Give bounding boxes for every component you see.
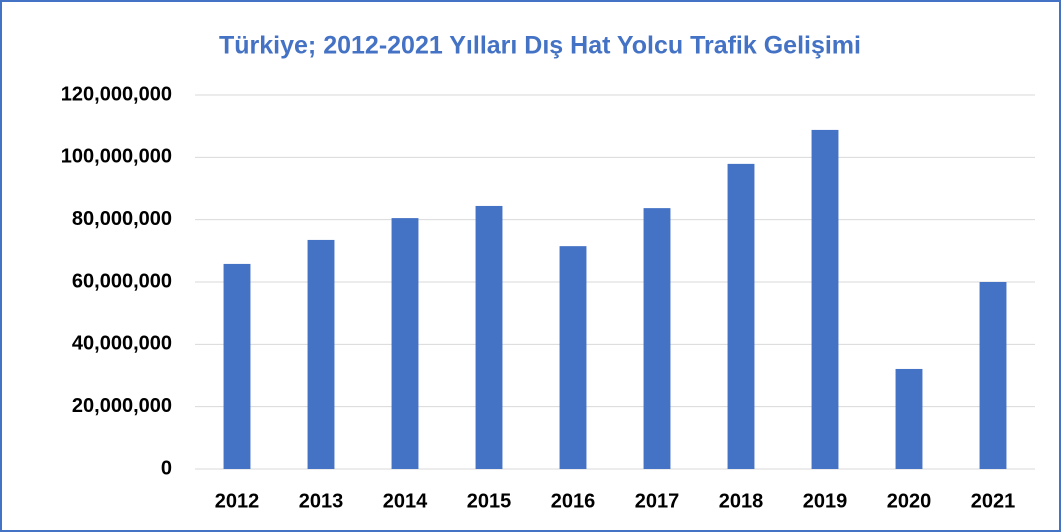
x-tick-label: 2015 bbox=[467, 490, 512, 512]
bar bbox=[727, 163, 755, 469]
x-tick-label: 2020 bbox=[887, 490, 932, 512]
y-tick-label: 100,000,000 bbox=[61, 146, 172, 168]
bar bbox=[895, 368, 923, 469]
y-tick-label: 60,000,000 bbox=[72, 270, 172, 292]
x-tick-label: 2012 bbox=[215, 490, 260, 512]
y-tick-label: 40,000,000 bbox=[72, 333, 172, 355]
bar bbox=[475, 205, 503, 469]
x-tick-label: 2016 bbox=[551, 490, 596, 512]
y-tick-label: 20,000,000 bbox=[72, 395, 172, 417]
bar bbox=[979, 282, 1007, 469]
x-tick-label: 2014 bbox=[383, 490, 428, 512]
x-tick-label: 2013 bbox=[299, 490, 344, 512]
bar bbox=[307, 239, 335, 469]
bar bbox=[559, 246, 587, 469]
y-tick-label: 120,000,000 bbox=[61, 83, 172, 105]
x-tick-label: 2019 bbox=[803, 490, 848, 512]
x-tick-label: 2018 bbox=[719, 490, 764, 512]
y-tick-label: 0 bbox=[161, 457, 172, 479]
x-tick-label: 2021 bbox=[971, 490, 1016, 512]
bar bbox=[643, 208, 671, 469]
y-tick-label: 80,000,000 bbox=[72, 208, 172, 230]
chart-title: Türkiye; 2012-2021 Yılları Dış Hat Yolcu… bbox=[219, 32, 861, 60]
bar bbox=[223, 263, 251, 469]
bar bbox=[391, 218, 419, 469]
bar bbox=[811, 129, 839, 469]
x-tick-label: 2017 bbox=[635, 490, 680, 512]
